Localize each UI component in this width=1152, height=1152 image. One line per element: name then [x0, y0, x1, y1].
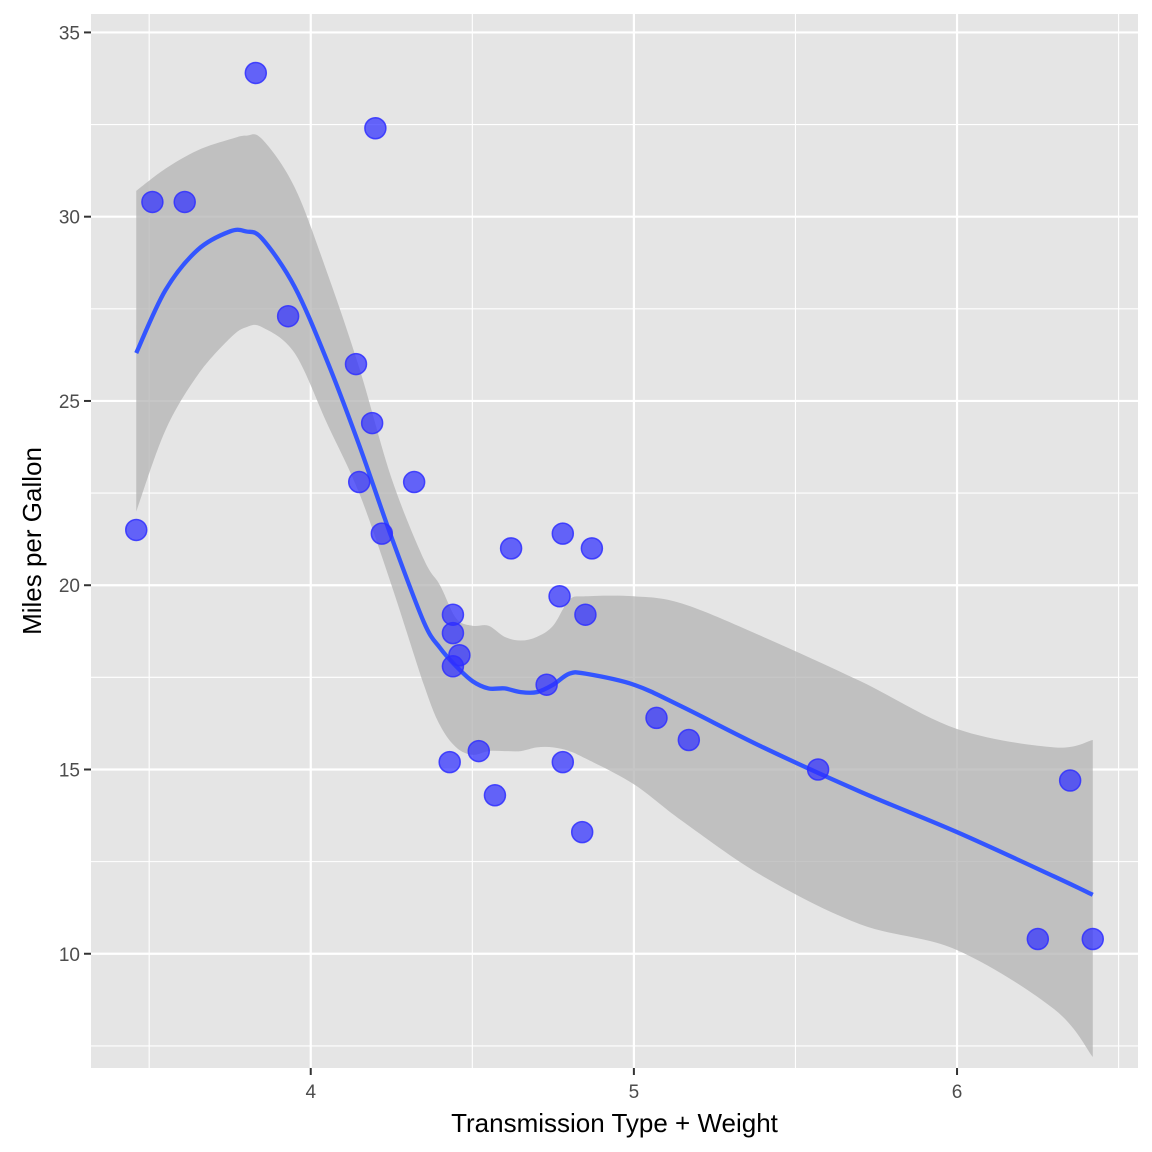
data-point	[551, 750, 575, 774]
data-point	[580, 537, 604, 560]
data-point	[467, 739, 491, 763]
data-point	[347, 470, 371, 494]
y-tick-label: 15	[59, 760, 80, 781]
x-tick-label: 6	[952, 1082, 963, 1103]
data-point	[645, 706, 668, 730]
data-point	[438, 750, 461, 774]
x-tick-label: 5	[629, 1082, 640, 1103]
data-point	[570, 820, 594, 844]
y-axis-title: Miles per Gallon	[17, 447, 47, 635]
data-point	[344, 352, 368, 376]
data-point	[574, 603, 597, 626]
data-point	[441, 621, 465, 645]
y-tick-label: 10	[59, 945, 80, 966]
confidence-band	[136, 134, 1093, 1057]
x-axis: 4 5 6	[305, 1068, 962, 1103]
x-axis-title: Transmission Type + Weight	[451, 1108, 779, 1138]
y-tick-label: 20	[59, 576, 80, 597]
smooth-line	[134, 227, 1094, 897]
data-point	[360, 411, 384, 435]
y-tick-label: 35	[59, 23, 80, 44]
data-point	[1081, 927, 1105, 951]
data-point	[548, 585, 571, 608]
data-point	[483, 784, 507, 807]
data-point	[535, 673, 558, 696]
data-point	[448, 643, 471, 667]
data-point	[370, 522, 394, 545]
data-point	[276, 304, 300, 328]
y-axis: 10 15 20 25 30 35	[59, 23, 91, 966]
y-tick-label: 30	[59, 208, 80, 229]
data-point	[244, 61, 268, 85]
data-point	[499, 537, 523, 560]
data-point	[677, 728, 701, 752]
data-point	[402, 470, 426, 494]
data-point	[364, 116, 387, 140]
x-tick-label: 4	[305, 1082, 316, 1103]
data-point	[1026, 927, 1050, 951]
data-point	[551, 522, 575, 545]
data-points	[124, 61, 1105, 951]
data-point	[173, 190, 196, 214]
data-point	[1058, 769, 1082, 792]
data-point	[124, 518, 148, 542]
data-point	[141, 190, 164, 214]
data-point	[806, 758, 830, 781]
y-tick-label: 25	[59, 392, 80, 413]
